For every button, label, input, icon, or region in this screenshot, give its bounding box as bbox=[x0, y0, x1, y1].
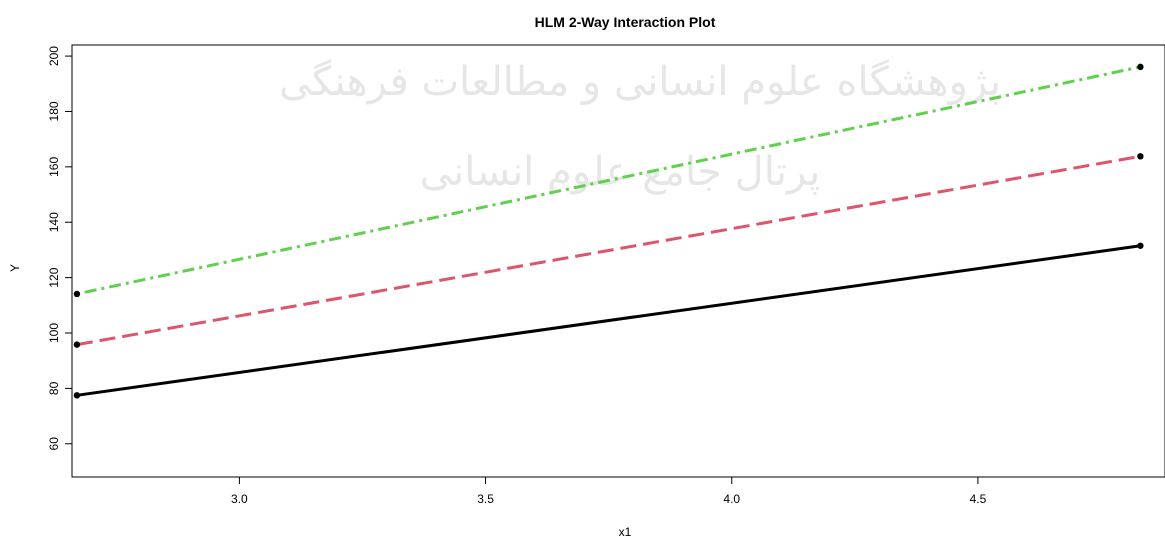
x-tick-label: 3.0 bbox=[231, 492, 248, 506]
x-tick-label: 4.5 bbox=[970, 492, 987, 506]
y-tick-label: 120 bbox=[47, 267, 61, 287]
x-axis-label: x1 bbox=[619, 525, 632, 539]
series-line-3 bbox=[76, 65, 1141, 296]
chart-title: HLM 2-Way Interaction Plot bbox=[535, 14, 716, 30]
y-tick-label: 200 bbox=[47, 46, 61, 66]
y-tick-label: 140 bbox=[47, 212, 61, 232]
x-tick-label: 4.0 bbox=[723, 492, 740, 506]
series-line-2 bbox=[76, 154, 1141, 347]
y-tick-label: 60 bbox=[47, 437, 61, 451]
data-point bbox=[73, 290, 81, 298]
watermark-line-2: پرتال جامع علوم انسانی bbox=[420, 149, 821, 195]
data-point bbox=[1137, 153, 1144, 160]
y-tick-label: 80 bbox=[47, 381, 61, 395]
y-tick-label: 100 bbox=[47, 323, 61, 343]
data-point bbox=[73, 341, 81, 348]
y-tick-label: 180 bbox=[47, 101, 61, 121]
y-axis-label: Y bbox=[8, 264, 22, 272]
plot-frame bbox=[71, 44, 1165, 478]
watermark-line-1: پژوهشگاه علوم انسانی و مطالعات فرهنگی bbox=[279, 59, 1001, 105]
series-layer bbox=[73, 63, 1144, 399]
data-point bbox=[1137, 63, 1144, 71]
y-tick-label: 160 bbox=[47, 157, 61, 177]
data-point bbox=[73, 392, 81, 399]
series-line-1 bbox=[76, 244, 1141, 397]
y-axis: 60 80 100 120 140 160 180 200 bbox=[47, 46, 72, 451]
x-tick-label: 3.5 bbox=[477, 492, 494, 506]
x-axis: 3.0 3.5 4.0 4.5 bbox=[231, 477, 987, 506]
data-point bbox=[1137, 242, 1144, 249]
